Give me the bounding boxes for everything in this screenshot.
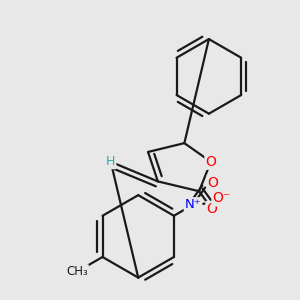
Text: O: O	[206, 202, 217, 216]
Text: N⁺: N⁺	[185, 198, 201, 211]
Text: O: O	[206, 155, 216, 169]
Text: CH₃: CH₃	[66, 265, 88, 278]
Text: O⁻: O⁻	[213, 191, 231, 206]
Text: H: H	[106, 155, 116, 168]
Text: O: O	[207, 176, 218, 190]
